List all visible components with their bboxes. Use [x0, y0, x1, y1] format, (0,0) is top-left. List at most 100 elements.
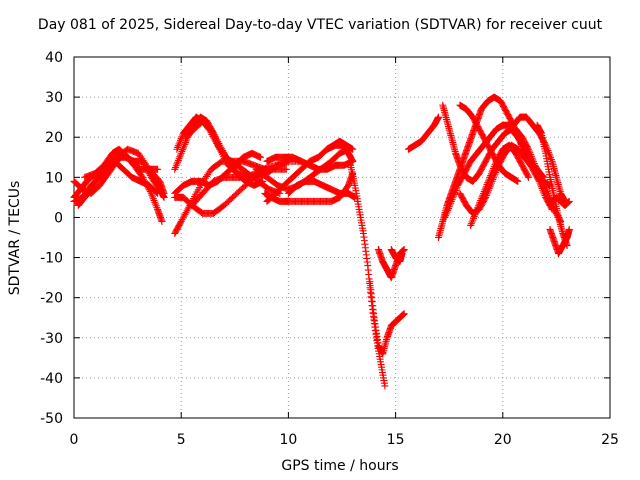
data-point: [538, 172, 546, 180]
chart-title: Day 081 of 2025, Sidereal Day-to-day VTE…: [37, 17, 603, 33]
data-point: [485, 177, 493, 185]
x-tick-label: 15: [387, 432, 405, 448]
data-point: [449, 192, 457, 200]
data-point: [148, 191, 156, 199]
data-point: [487, 170, 495, 178]
data-point: [174, 156, 182, 164]
data-point: [173, 160, 181, 168]
data-point: [211, 132, 219, 140]
data-point: [451, 188, 459, 196]
data-point: [452, 187, 460, 195]
data-point: [180, 212, 188, 220]
data-point: [484, 179, 492, 187]
data-point: [349, 145, 357, 153]
data-point: [147, 189, 155, 197]
data-point: [524, 144, 532, 152]
data-point: [453, 183, 461, 191]
data-point: [160, 189, 168, 197]
data-point: [175, 155, 183, 163]
data-point: [470, 213, 478, 221]
data-point: [447, 199, 455, 207]
data-point: [141, 160, 149, 168]
data-point: [479, 191, 487, 199]
data-point: [178, 216, 186, 224]
data-point: [485, 175, 493, 183]
data-point: [202, 172, 210, 180]
data-point: [529, 156, 537, 164]
data-point: [149, 193, 157, 201]
data-point: [525, 145, 533, 153]
data-point: [486, 173, 494, 181]
series-track-15: [261, 169, 357, 205]
data-point: [143, 162, 151, 170]
data-point: [182, 209, 190, 217]
data-point: [490, 164, 498, 172]
data-point: [178, 147, 186, 155]
y-tick-label: -50: [40, 411, 63, 427]
data-point: [444, 205, 452, 213]
data-point: [136, 151, 144, 159]
data-point: [467, 221, 475, 229]
data-point: [176, 219, 184, 227]
data-point: [209, 129, 217, 137]
y-tick-label: -30: [40, 331, 63, 347]
data-point: [222, 154, 230, 162]
data-point: [282, 165, 290, 173]
data-point: [483, 180, 491, 188]
data-point: [219, 147, 227, 155]
data-point: [480, 188, 488, 196]
data-point: [212, 134, 220, 142]
data-point: [220, 148, 228, 156]
series-track-04: [74, 157, 162, 209]
data-point: [525, 147, 533, 155]
data-point: [541, 182, 549, 190]
data-point: [184, 205, 192, 213]
data-point: [448, 196, 456, 204]
data-point: [180, 142, 188, 150]
data-point: [539, 172, 547, 180]
data-point: [524, 172, 532, 180]
data-point: [174, 158, 182, 166]
data-point: [208, 127, 216, 135]
data-point: [205, 169, 213, 177]
data-point: [150, 197, 158, 205]
data-point: [449, 194, 457, 202]
data-point: [216, 141, 224, 149]
data-point: [468, 218, 476, 226]
data-point: [381, 382, 389, 390]
data-point: [476, 198, 484, 206]
data-point: [171, 164, 179, 172]
x-axis-label: GPS time / hours: [281, 458, 398, 474]
data-point: [204, 171, 212, 179]
data-point: [176, 151, 184, 159]
data-point: [441, 213, 449, 221]
data-point: [527, 151, 535, 159]
data-point: [181, 140, 189, 148]
data-point: [140, 158, 148, 166]
y-tick-label: -10: [40, 251, 63, 267]
series-track-22: [404, 113, 442, 153]
data-point: [487, 172, 495, 180]
series-track-33: [323, 137, 357, 153]
data-point: [213, 136, 221, 144]
data-point: [482, 184, 490, 192]
data-point: [214, 138, 222, 146]
data-point: [477, 195, 485, 203]
data-point: [547, 154, 555, 162]
data-point: [154, 189, 162, 197]
series-track-25: [441, 121, 565, 225]
y-tick-label: -20: [40, 291, 63, 307]
data-point: [138, 155, 146, 163]
data-point: [349, 157, 357, 165]
data-point: [400, 310, 408, 318]
data-point: [545, 150, 553, 158]
data-point: [527, 152, 535, 160]
data-point: [543, 188, 551, 196]
data-points: [70, 93, 573, 390]
data-point: [473, 205, 481, 213]
y-axis-label: SDTVAR / TECUs: [7, 181, 23, 296]
data-point: [542, 186, 550, 194]
data-point: [151, 200, 159, 208]
x-tick-label: 10: [279, 432, 297, 448]
